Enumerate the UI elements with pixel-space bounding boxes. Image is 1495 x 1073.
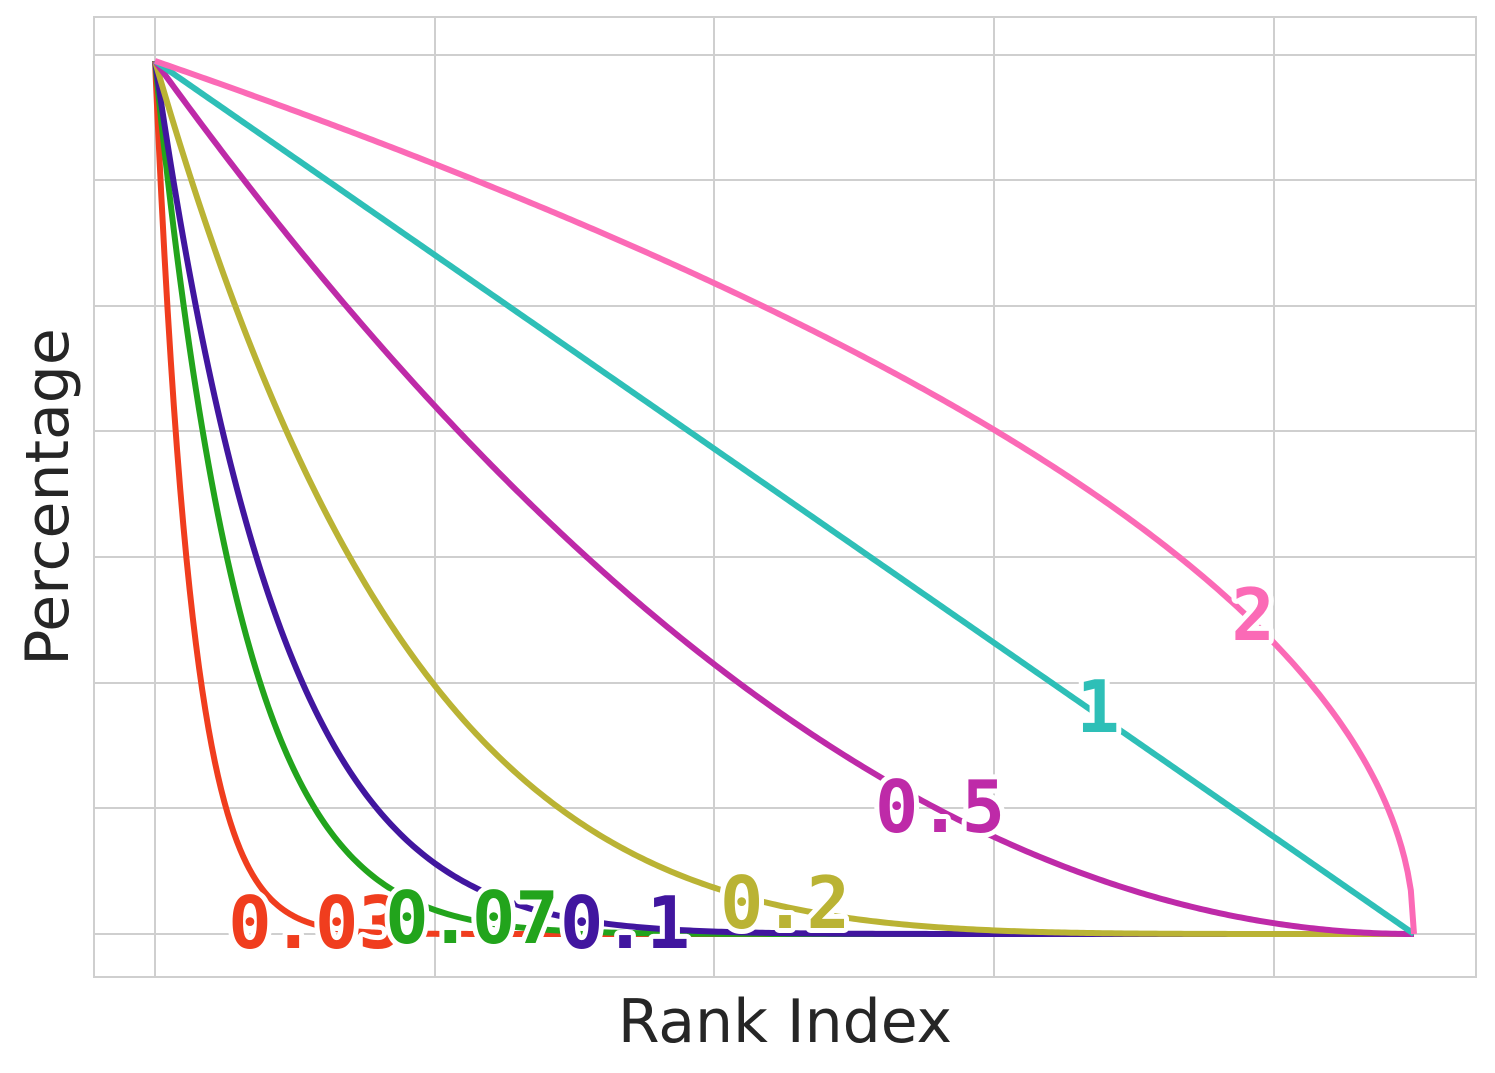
y-axis-title: Percentage [13, 328, 83, 666]
series-label-0-03: 0.03 [228, 881, 401, 965]
series-line-2 [154, 58, 1417, 935]
series-line-0-5 [152, 59, 1415, 937]
series-line-0-2 [152, 60, 1414, 937]
series-label-2: 2 [1231, 573, 1274, 657]
series-label-1: 1 [1076, 665, 1119, 749]
series-line-1 [153, 58, 1416, 937]
series-label-0-1: 0.1 [560, 881, 690, 965]
series-lines [152, 58, 1417, 937]
series-label-0-07: 0.07 [385, 876, 558, 960]
series-label-0-5: 0.5 [875, 765, 1005, 849]
x-axis-title: Rank Index [618, 987, 952, 1057]
series-label-0-2: 0.2 [720, 861, 850, 945]
plot-frame [93, 16, 1477, 978]
series-labels: 0.030.07 0.1 0.2 0.5 1 2 [223, 568, 1279, 970]
